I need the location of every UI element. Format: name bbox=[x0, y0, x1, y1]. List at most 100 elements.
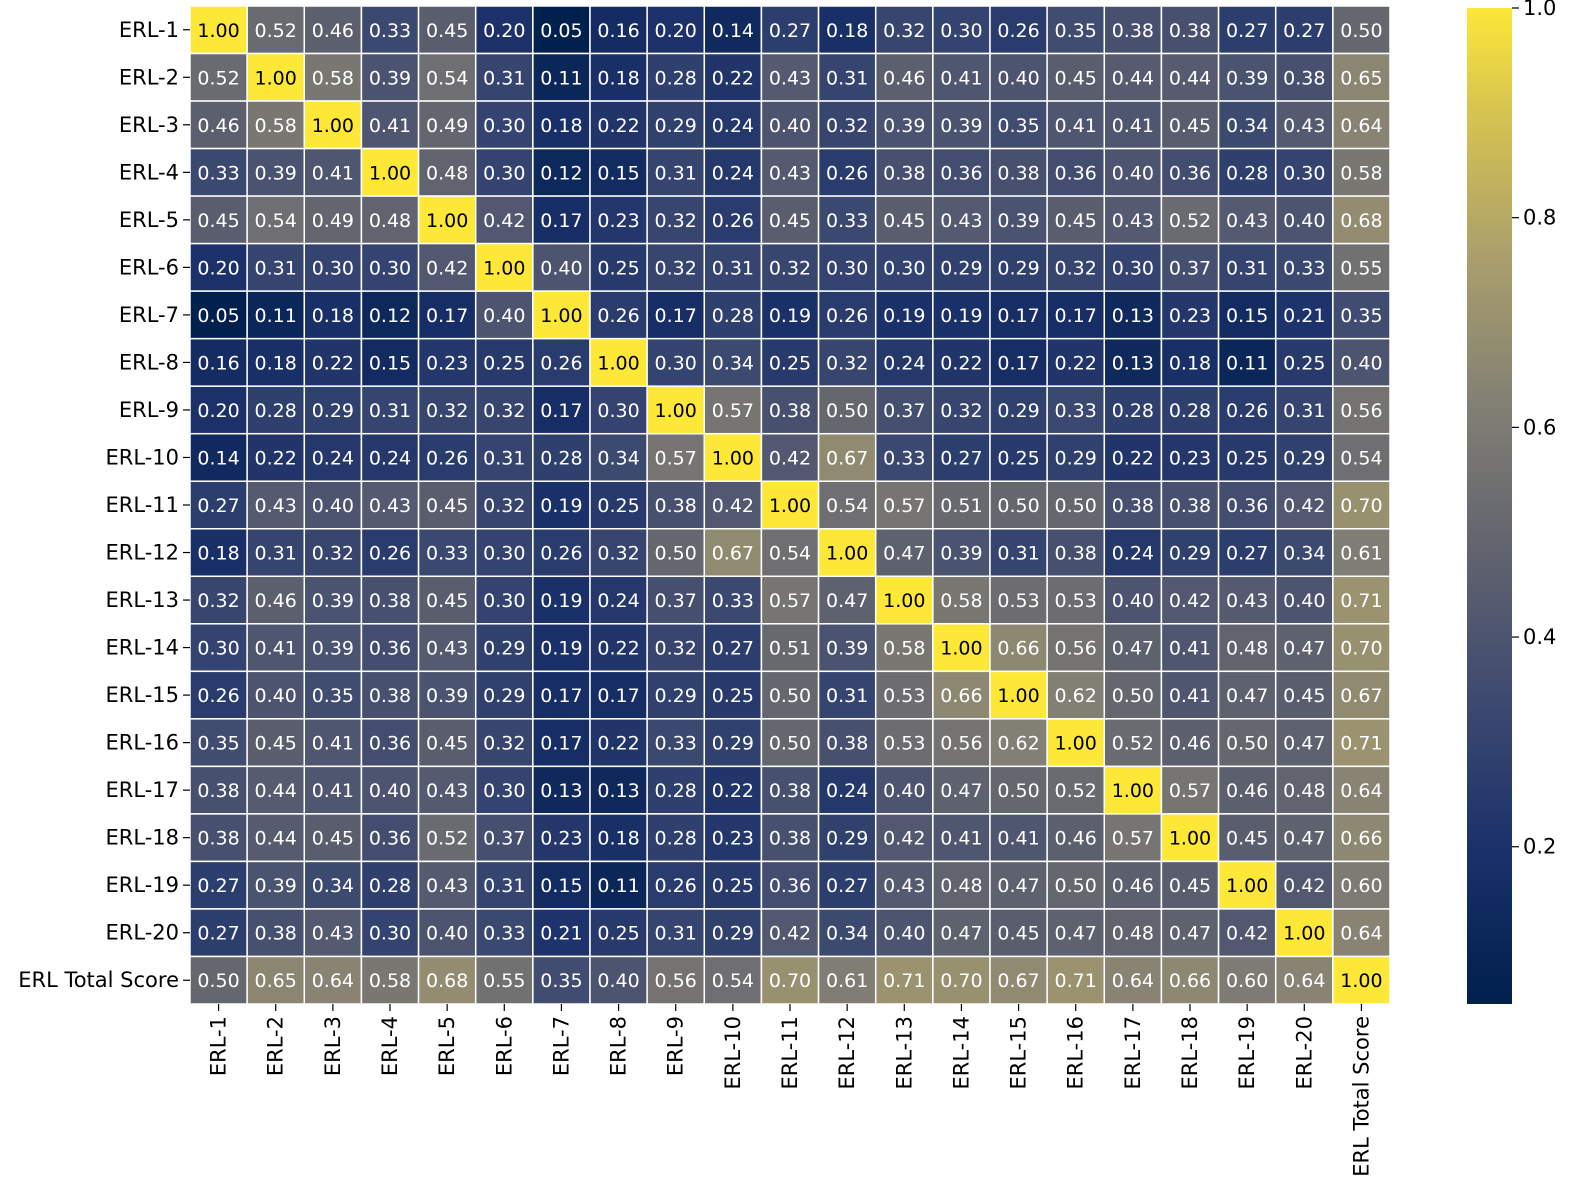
cell-value-label: 1.00 bbox=[197, 20, 239, 42]
heatmap-cell bbox=[474, 5, 534, 55]
cell-value-label: 0.17 bbox=[597, 685, 639, 707]
cell-value-label: 0.27 bbox=[197, 875, 239, 897]
heatmap-cell bbox=[1274, 5, 1334, 55]
y-tick-label: ERL-6 bbox=[119, 255, 179, 279]
cell-value-label: 0.22 bbox=[312, 352, 354, 374]
cell-value-label: 0.31 bbox=[655, 162, 697, 184]
cell-value-label: 0.38 bbox=[1283, 67, 1325, 89]
cell-value-label: 0.43 bbox=[769, 67, 811, 89]
cell-value-label: 0.33 bbox=[426, 543, 468, 565]
y-tick-label: ERL-20 bbox=[106, 921, 180, 945]
cell-value-label: 0.43 bbox=[369, 495, 411, 517]
cell-value-label: 0.53 bbox=[997, 590, 1039, 612]
heatmap-cell bbox=[1332, 623, 1391, 673]
heatmap-cell bbox=[1046, 765, 1106, 815]
cell-value-label: 0.49 bbox=[312, 210, 354, 232]
heatmap-cell bbox=[703, 5, 763, 55]
cell-value-label: 0.30 bbox=[312, 257, 354, 279]
cell-value-label: 0.32 bbox=[1055, 257, 1097, 279]
cell-value-label: 0.39 bbox=[940, 115, 982, 137]
cell-value-label: 0.22 bbox=[597, 115, 639, 137]
cell-value-label: 0.45 bbox=[997, 923, 1039, 945]
heatmap-cell bbox=[417, 290, 477, 340]
cell-value-label: 0.31 bbox=[997, 543, 1039, 565]
cell-value-label: 0.31 bbox=[483, 447, 525, 469]
cell-value-label: 0.19 bbox=[540, 495, 582, 517]
cell-value-label: 0.50 bbox=[997, 495, 1039, 517]
heatmap-cell bbox=[1046, 290, 1106, 340]
y-axis: ERL-1 ERL-2 ERL-3 ERL-4 ERL-5 ERL-6 ERL-7 ERL-8… bbox=[18, 18, 190, 992]
cell-value-label: 0.33 bbox=[1055, 400, 1097, 422]
cell-value-label: 0.13 bbox=[1112, 305, 1154, 327]
cell-value-label: 0.32 bbox=[826, 352, 868, 374]
heatmap-cell bbox=[1332, 52, 1391, 102]
heatmap-cell bbox=[360, 432, 420, 482]
heatmap-cell bbox=[1103, 100, 1163, 150]
x-tick-label: ERL-4 bbox=[378, 1016, 402, 1076]
cell-value-label: 0.27 bbox=[826, 875, 868, 897]
cell-value-label: 0.38 bbox=[655, 495, 697, 517]
cell-value-label: 0.15 bbox=[540, 875, 582, 897]
cell-value-label: 0.35 bbox=[1055, 20, 1097, 42]
cell-value-label: 0.30 bbox=[883, 257, 925, 279]
cell-value-label: 0.18 bbox=[597, 67, 639, 89]
heatmap-cell bbox=[874, 100, 934, 150]
cell-value-label: 0.66 bbox=[1169, 970, 1211, 992]
cell-value-label: 0.47 bbox=[1283, 828, 1325, 850]
cell-value-label: 1.00 bbox=[255, 67, 297, 89]
cell-value-label: 0.47 bbox=[1226, 685, 1268, 707]
heatmap-cell bbox=[932, 718, 991, 768]
heatmap-cell bbox=[474, 100, 534, 150]
heatmap-cell bbox=[703, 242, 763, 292]
cell-value-label: 0.66 bbox=[940, 685, 982, 707]
cell-value-label: 0.44 bbox=[1169, 67, 1211, 89]
cell-value-label: 0.35 bbox=[197, 733, 239, 755]
cell-value-label: 0.70 bbox=[769, 970, 811, 992]
heatmap-cell bbox=[1332, 432, 1391, 482]
cell-value-label: 0.39 bbox=[369, 67, 411, 89]
cell-value-label: 0.39 bbox=[1226, 67, 1268, 89]
cell-value-label: 0.25 bbox=[597, 257, 639, 279]
cell-value-label: 1.00 bbox=[712, 447, 754, 469]
heatmap-cell bbox=[760, 242, 820, 292]
heatmap-cell bbox=[532, 718, 591, 768]
heatmap-cell bbox=[760, 100, 820, 150]
heatmap-cell bbox=[817, 195, 877, 245]
cell-value-label: 0.24 bbox=[712, 162, 754, 184]
cell-value-label: 0.66 bbox=[997, 638, 1039, 660]
heatmap-cell bbox=[589, 908, 648, 958]
cell-value-label: 0.23 bbox=[540, 828, 582, 850]
cell-value-label: 0.29 bbox=[712, 923, 754, 945]
cell-value-label: 0.40 bbox=[426, 923, 468, 945]
heatmap-cell bbox=[760, 670, 820, 720]
cell-value-label: 0.17 bbox=[1055, 305, 1097, 327]
heatmap-cell bbox=[1217, 528, 1277, 578]
heatmap-cell bbox=[474, 575, 534, 625]
cell-value-label: 0.62 bbox=[997, 733, 1039, 755]
heatmap-cell bbox=[303, 860, 363, 910]
heatmap-cell bbox=[1274, 480, 1334, 530]
cell-value-label: 0.50 bbox=[769, 685, 811, 707]
cell-value-label: 0.18 bbox=[540, 115, 582, 137]
x-tick-label: ERL-12 bbox=[835, 1016, 859, 1090]
heatmap-cell bbox=[1046, 147, 1106, 197]
heatmap-cell bbox=[532, 908, 591, 958]
cell-value-label: 0.30 bbox=[1283, 162, 1325, 184]
cell-value-label: 0.56 bbox=[940, 733, 982, 755]
cell-value-label: 0.47 bbox=[826, 590, 868, 612]
cell-value-label: 0.28 bbox=[712, 305, 754, 327]
cell-value-label: 0.53 bbox=[883, 685, 925, 707]
heatmap-cell bbox=[1160, 670, 1220, 720]
heatmap-cell bbox=[246, 290, 306, 340]
heatmap-cell bbox=[1046, 670, 1106, 720]
cell-value-label: 0.43 bbox=[1226, 210, 1268, 232]
cell-value-label: 0.56 bbox=[1055, 638, 1097, 660]
cell-value-label: 1.00 bbox=[1340, 970, 1382, 992]
cell-value-label: 0.42 bbox=[1169, 590, 1211, 612]
heatmap-cell bbox=[189, 195, 248, 245]
cell-value-label: 0.28 bbox=[369, 875, 411, 897]
cell-value-label: 0.22 bbox=[712, 780, 754, 802]
cell-value-label: 0.30 bbox=[940, 20, 982, 42]
cell-value-label: 0.60 bbox=[1226, 970, 1268, 992]
cell-value-label: 0.58 bbox=[312, 67, 354, 89]
